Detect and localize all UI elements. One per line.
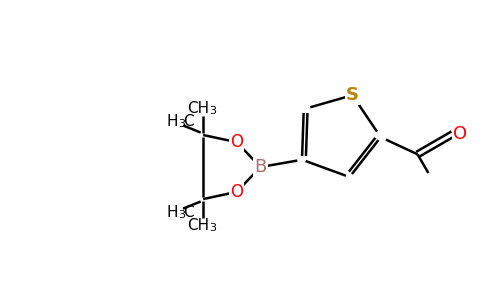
Text: B: B: [255, 158, 267, 176]
Text: 3: 3: [178, 119, 185, 129]
Text: O: O: [453, 125, 467, 143]
Text: S: S: [346, 86, 359, 104]
Text: CH: CH: [187, 218, 210, 233]
Text: O: O: [230, 133, 243, 151]
Text: 3: 3: [178, 210, 185, 220]
Text: CH: CH: [187, 101, 210, 116]
Text: C: C: [183, 205, 194, 220]
Text: O: O: [230, 183, 243, 201]
Text: 3: 3: [210, 223, 216, 233]
Text: H: H: [166, 205, 178, 220]
Text: H: H: [166, 114, 178, 129]
Text: 3: 3: [210, 106, 216, 116]
Text: C: C: [183, 114, 194, 129]
